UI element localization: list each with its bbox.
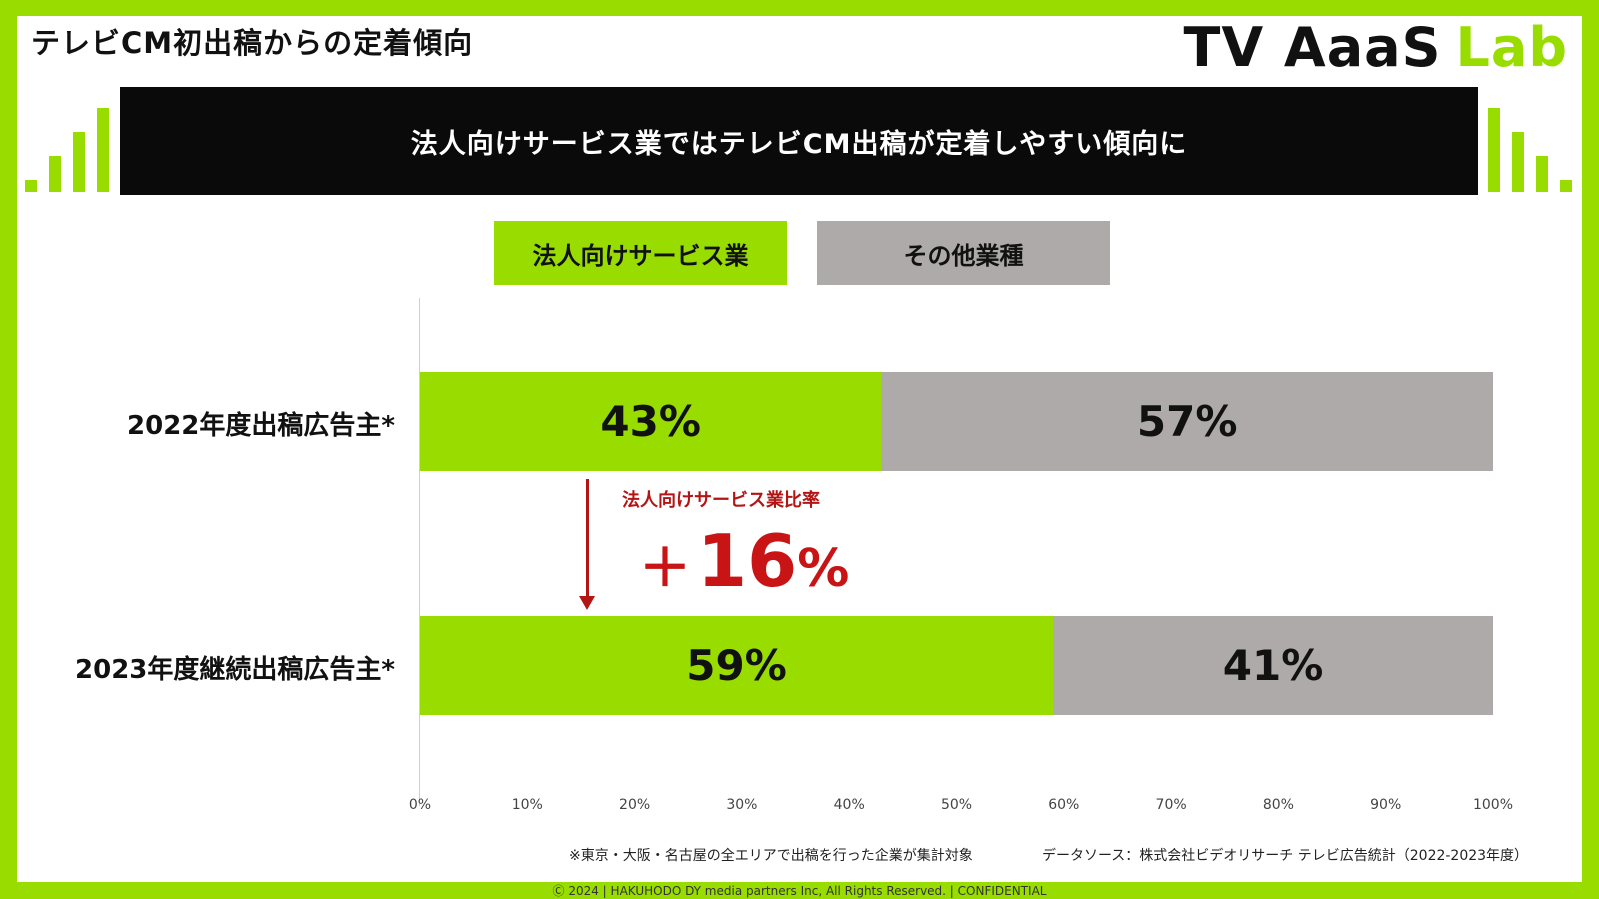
decor-bars-right [1488, 108, 1574, 192]
down-arrow-shaft [586, 479, 589, 601]
footnote-scope: ※東京・大阪・名古屋の全エリアで出稿を行った企業が集計対象 [569, 848, 973, 864]
bar-2023-corporate-services: 59% [420, 616, 1054, 715]
x-tick-label: 80% [1262, 797, 1294, 813]
bar-2023-other-industries: 41% [1053, 616, 1493, 715]
decor-bars-left [25, 108, 111, 192]
category-label-2023: 2023年度継続出稿広告主* [75, 655, 395, 685]
x-tick-label: 40% [833, 797, 865, 813]
logo-text-lab: Lab [1455, 16, 1568, 79]
annotation-percent: % [797, 539, 850, 599]
copyright-notice: Ⓒ 2024 | HAKUHODO DY media partners Inc,… [552, 884, 1047, 898]
x-tick-label: 100% [1472, 797, 1514, 813]
x-tick-label: 30% [726, 797, 758, 813]
x-tick-label: 60% [1048, 797, 1080, 813]
x-tick-label: 50% [940, 797, 973, 813]
annotation-value: ＋16% [639, 519, 849, 603]
legend-item-other-industries: その他業種 [817, 221, 1110, 285]
annotation-number: 16 [697, 519, 798, 603]
slide-title: テレビCM初出稿からの定着傾向 [31, 26, 474, 60]
x-tick-label: 0% [408, 797, 432, 813]
slide: テレビCM初出稿からの定着傾向 TV AaaS Lab 法人向けサービス業ではテレ… [17, 16, 1582, 882]
logo-text-main: TV AaaS [1183, 16, 1442, 79]
x-tick-label: 70% [1155, 797, 1187, 813]
annotation-label: 法人向けサービス業比率 [622, 490, 820, 511]
x-tick-label: 90% [1370, 797, 1402, 813]
footnote-source: データソース：株式会社ビデオリサーチ テレビ広告統計（2022-2023年度） [1042, 848, 1529, 864]
legend-item-corporate-services: 法人向けサービス業 [494, 221, 787, 285]
bar-2022-corporate-services: 43% [420, 372, 882, 471]
down-arrow-icon [579, 596, 595, 610]
bar-2022-other-industries: 57% [881, 372, 1493, 471]
y-axis-line [419, 298, 420, 806]
headline-banner: 法人向けサービス業ではテレビCM出稿が定着しやすい傾向に [120, 87, 1478, 195]
bar-label: 59% [686, 641, 787, 690]
bar-label: 43% [600, 397, 701, 446]
bar-label: 41% [1222, 641, 1324, 690]
annotation-plus: ＋ [639, 539, 692, 599]
brand-logo: TV AaaS Lab [1183, 16, 1568, 79]
bar-label: 57% [1136, 397, 1238, 446]
x-tick-label: 20% [619, 797, 651, 813]
category-label-2022: 2022年度出稿広告主* [127, 411, 395, 441]
x-tick-label: 10% [511, 797, 543, 813]
